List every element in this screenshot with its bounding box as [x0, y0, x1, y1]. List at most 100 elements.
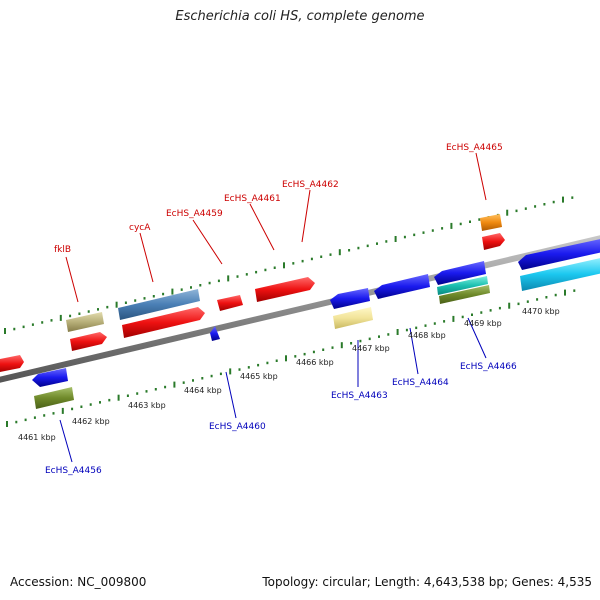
gene-label-fklB[interactable]: fklB	[54, 245, 71, 255]
scale-tick-minor	[405, 328, 408, 332]
gene-box[interactable]	[437, 276, 488, 295]
scale-tick-minor	[69, 314, 72, 318]
leader-EcHS_A4461	[249, 203, 275, 251]
scale-tick-minor	[208, 281, 211, 285]
scale-tick-major	[229, 368, 232, 375]
gene-arrow[interactable]	[122, 307, 205, 338]
reverse-features	[32, 238, 600, 409]
gene-label-EcHS_A4461[interactable]: EcHS_A4461	[224, 194, 281, 204]
forward-features	[0, 214, 505, 373]
gene-label-EcHS_A4460[interactable]: EcHS_A4460	[209, 422, 266, 432]
scale-tick-minor	[322, 348, 325, 351]
scale-tick-minor	[515, 209, 518, 213]
gene-label-EcHS_A4466[interactable]: EcHS_A4466	[460, 362, 517, 372]
leader-EcHS_A4466	[467, 317, 487, 359]
gene-arrow[interactable]	[482, 233, 505, 250]
gene-label-EcHS_A4464[interactable]: EcHS_A4464	[392, 378, 449, 388]
genome-backbone	[0, 235, 600, 383]
scale-tick-minor	[247, 366, 250, 369]
gene-arrow[interactable]	[0, 355, 24, 373]
scale-tick-minor	[366, 244, 369, 248]
scale-tick-minor	[443, 320, 446, 323]
gene-arrow[interactable]	[255, 277, 315, 302]
gene-arrow[interactable]	[70, 332, 107, 351]
tick-label: 4462 kbp	[72, 417, 110, 426]
tick-label: 4465 kbp	[240, 372, 278, 381]
gene-label-EcHS_A4462[interactable]: EcHS_A4462	[282, 180, 339, 190]
leader-EcHS_A4462	[301, 189, 311, 243]
scale-tick-minor	[534, 205, 537, 208]
scale-tick-major	[227, 275, 230, 282]
scale-tick-minor	[554, 293, 557, 297]
gene-arrow[interactable]	[518, 238, 600, 270]
gene-label-cycA[interactable]: cycA	[129, 223, 151, 233]
scale-tick-major	[4, 328, 6, 334]
scale-tick-minor	[524, 207, 527, 210]
scale-tick-minor	[210, 374, 213, 378]
gene-box[interactable]	[118, 289, 200, 320]
scale-tick-minor	[320, 255, 323, 258]
scale-tick-major	[450, 222, 453, 229]
gene-label-EcHS_A4463[interactable]: EcHS_A4463	[331, 391, 388, 401]
gene-arrow[interactable]	[374, 274, 430, 299]
tick-label: 4470 kbp	[522, 307, 560, 316]
gene-label-EcHS_A4456[interactable]: EcHS_A4456	[45, 466, 102, 476]
scale-tick-minor	[238, 368, 241, 371]
gene-arrow[interactable]	[210, 326, 220, 341]
scale-tick-minor	[236, 275, 239, 278]
scale-tick-minor	[80, 405, 83, 408]
scale-tick-major	[171, 288, 174, 295]
scale-tick-minor	[97, 308, 99, 311]
gene-arrow[interactable]	[32, 368, 68, 387]
scale-tick-minor	[526, 300, 529, 303]
scale-tick-minor	[294, 355, 297, 358]
scale-tick-minor	[415, 326, 418, 330]
tick-label: 4469 kbp	[464, 319, 502, 328]
scale-tick-minor	[134, 299, 137, 302]
scale-tick-minor	[571, 196, 574, 199]
gene-label-EcHS_A4465[interactable]: EcHS_A4465	[446, 143, 503, 153]
scale-tick-major	[115, 301, 118, 308]
scale-tick-major	[340, 342, 343, 349]
scale-tick-minor	[257, 363, 260, 367]
tick-label: 4463 kbp	[128, 401, 166, 410]
leader-fklB	[65, 256, 79, 303]
scale-tick-minor	[536, 298, 539, 301]
scale-tick-minor	[459, 222, 462, 226]
gene-box[interactable]	[333, 307, 373, 329]
scale-tick-minor	[310, 257, 313, 261]
scale-tick-minor	[22, 325, 25, 329]
scale-tick-minor	[217, 279, 220, 283]
gene-box[interactable]	[217, 295, 243, 311]
scale-tick-minor	[266, 361, 269, 365]
scale-tick-major	[396, 329, 399, 335]
scale-tick-major	[59, 314, 62, 321]
scale-tick-minor	[301, 259, 304, 263]
gene-arrow[interactable]	[330, 288, 370, 309]
scale-tick-minor	[15, 420, 18, 424]
gene-label-EcHS_A4459[interactable]: EcHS_A4459	[166, 209, 223, 219]
scale-tick-major	[508, 302, 511, 309]
gene-arrow[interactable]	[434, 261, 486, 285]
label-leaders	[59, 152, 487, 463]
gene-box[interactable]	[480, 214, 502, 231]
scale-tick-minor	[433, 322, 436, 325]
scale-tick-minor	[180, 288, 183, 291]
gene-box[interactable]	[520, 257, 600, 291]
scale-tick-minor	[441, 227, 444, 230]
scale-tick-minor	[431, 229, 434, 232]
scale-tick-minor	[303, 352, 306, 356]
upper-dot-line	[4, 196, 574, 334]
scale-tick-minor	[164, 385, 167, 389]
scale-tick-minor	[192, 379, 194, 382]
scale-tick-minor	[378, 335, 380, 338]
scale-tick-minor	[478, 218, 481, 221]
scale-tick-minor	[245, 273, 248, 276]
gene-box[interactable]	[34, 387, 74, 409]
scale-tick-minor	[13, 327, 16, 331]
map-title: Escherichia coli HS, complete genome	[175, 9, 425, 24]
gene-box[interactable]	[439, 285, 490, 304]
gene-box[interactable]	[66, 312, 104, 332]
scale-tick-major	[562, 196, 564, 203]
scale-tick-minor	[162, 292, 165, 296]
